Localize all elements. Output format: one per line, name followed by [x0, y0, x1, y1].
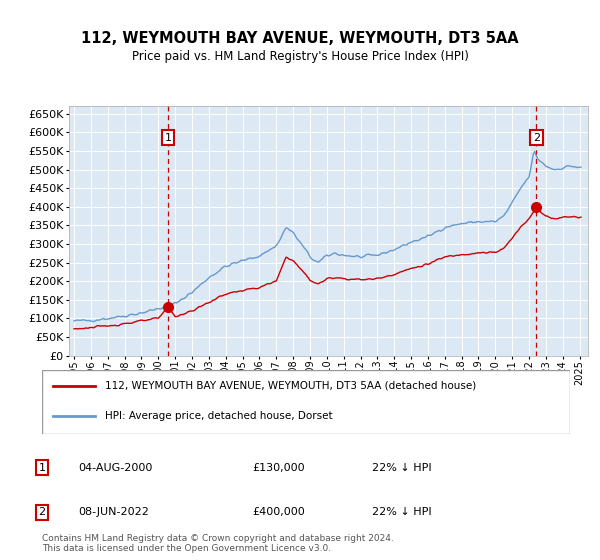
Text: 1: 1: [164, 133, 172, 143]
Text: 08-JUN-2022: 08-JUN-2022: [78, 507, 149, 517]
Text: 22% ↓ HPI: 22% ↓ HPI: [372, 507, 431, 517]
FancyBboxPatch shape: [42, 370, 570, 434]
Text: 112, WEYMOUTH BAY AVENUE, WEYMOUTH, DT3 5AA: 112, WEYMOUTH BAY AVENUE, WEYMOUTH, DT3 …: [81, 31, 519, 46]
Text: 1: 1: [38, 463, 46, 473]
Text: Contains HM Land Registry data © Crown copyright and database right 2024.
This d: Contains HM Land Registry data © Crown c…: [42, 534, 394, 553]
Text: £400,000: £400,000: [252, 507, 305, 517]
Text: 22% ↓ HPI: 22% ↓ HPI: [372, 463, 431, 473]
Text: 2: 2: [38, 507, 46, 517]
Text: HPI: Average price, detached house, Dorset: HPI: Average price, detached house, Dors…: [106, 411, 333, 421]
Text: Price paid vs. HM Land Registry's House Price Index (HPI): Price paid vs. HM Land Registry's House …: [131, 50, 469, 63]
Text: £130,000: £130,000: [252, 463, 305, 473]
Text: 112, WEYMOUTH BAY AVENUE, WEYMOUTH, DT3 5AA (detached house): 112, WEYMOUTH BAY AVENUE, WEYMOUTH, DT3 …: [106, 381, 476, 391]
Text: 2: 2: [533, 133, 540, 143]
Text: 04-AUG-2000: 04-AUG-2000: [78, 463, 152, 473]
